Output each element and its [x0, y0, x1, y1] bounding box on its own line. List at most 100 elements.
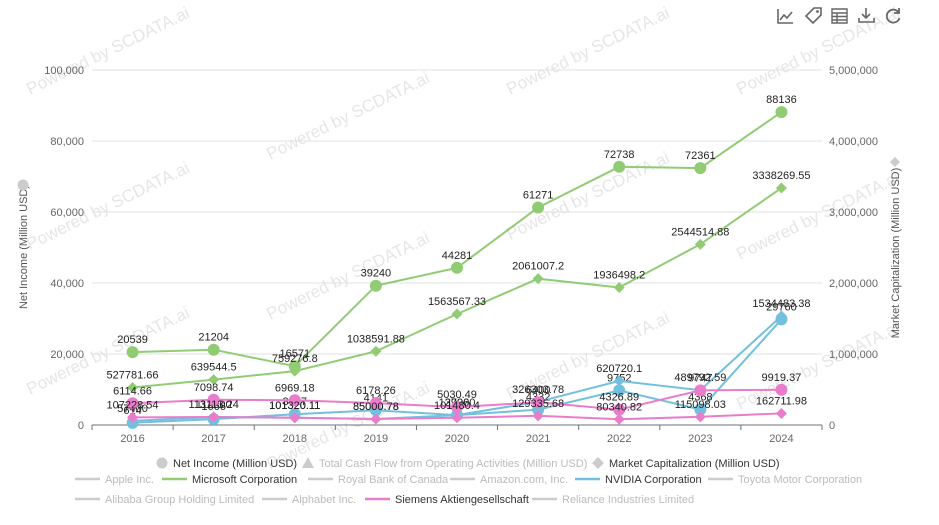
data-point[interactable] — [289, 412, 301, 424]
y-left-tick-label: 60,000 — [50, 207, 84, 219]
x-tick-label: 2016 — [120, 433, 144, 445]
data-point[interactable] — [369, 279, 382, 292]
legend-item-company[interactable]: Microsoft Corporation — [162, 474, 297, 486]
data-point[interactable] — [369, 397, 382, 410]
legend-item-company[interactable]: Siemens Aktiengesellschaft — [365, 494, 529, 506]
line-chart-icon[interactable] — [777, 9, 793, 24]
data-point[interactable] — [775, 182, 787, 194]
tag-icon[interactable] — [804, 7, 822, 25]
legend-label: Alphabet Inc. — [292, 494, 356, 506]
refresh-icon[interactable] — [885, 8, 901, 24]
data-point[interactable] — [126, 346, 139, 359]
data-point[interactable] — [694, 238, 706, 250]
data-label: 326303.78 — [512, 384, 564, 396]
data-label: 614 — [123, 405, 141, 417]
watermark-text: Powered by SCDATA.ai — [23, 3, 192, 98]
data-point[interactable] — [613, 384, 626, 397]
data-point[interactable] — [694, 403, 707, 416]
data-point[interactable] — [127, 411, 139, 423]
data-point[interactable] — [613, 413, 625, 425]
data-point[interactable] — [694, 162, 707, 175]
legend-item-company[interactable]: NVIDIA Corporation — [575, 474, 702, 486]
data-point[interactable] — [613, 160, 626, 173]
table-icon-path — [831, 8, 848, 24]
data-point[interactable] — [207, 393, 220, 406]
data-point[interactable] — [775, 106, 788, 119]
data-label: 1038591.88 — [347, 333, 405, 345]
data-label: 1666 — [201, 401, 225, 413]
legend-item-metric[interactable]: Market Capitalization (Million USD) — [592, 457, 780, 470]
data-point[interactable] — [613, 375, 625, 387]
y-right-tick-label: 0 — [829, 420, 835, 432]
data-point[interactable] — [775, 310, 787, 322]
data-point[interactable] — [532, 410, 544, 422]
data-label: 61271 — [523, 189, 554, 201]
y-left-axis-title: Net Income (Million USD) — [18, 185, 30, 309]
legend-item-company[interactable]: Toyota Motor Corporation — [708, 474, 862, 486]
data-point[interactable] — [532, 396, 545, 409]
legend-label: Microsoft Corporation — [192, 474, 297, 486]
tag-icon-path — [804, 7, 822, 25]
data-label: 80340.82 — [596, 401, 642, 413]
data-label: 39240 — [361, 268, 392, 280]
legend-item-company[interactable]: Alphabet Inc. — [262, 494, 356, 506]
legend-label: Apple Inc. — [105, 474, 154, 486]
data-label: 101320.11 — [269, 400, 320, 412]
data-point[interactable] — [613, 282, 625, 294]
data-point[interactable] — [775, 383, 788, 396]
data-label: 6114.66 — [113, 385, 152, 397]
data-label: 88136 — [766, 94, 797, 106]
data-point[interactable] — [208, 411, 220, 423]
data-point[interactable] — [370, 413, 382, 425]
download-icon[interactable] — [858, 8, 875, 23]
data-point[interactable] — [207, 343, 220, 356]
series-microsoft-diamond: 527781.66 639544.5 759276.8 1038591.88 15635… — [107, 170, 811, 394]
data-point[interactable] — [289, 365, 301, 377]
legend-item-metric[interactable]: Total Cash Flow from Operating Activitie… — [302, 457, 587, 470]
data-label: 639544.5 — [191, 362, 237, 374]
legend-label: Amazon.com, Inc. — [480, 474, 568, 486]
legend-label: Reliance Industries Limited — [562, 494, 694, 506]
download-icon-path — [858, 8, 875, 23]
y-right-tick-label: 1,000,000 — [829, 349, 878, 361]
data-label: 2061007.2 — [512, 261, 564, 273]
data-point[interactable] — [775, 407, 787, 419]
data-point[interactable] — [451, 412, 463, 424]
data-point[interactable] — [694, 411, 706, 423]
data-label: 1936498.2 — [593, 270, 645, 282]
data-label: 620720.1 — [596, 363, 642, 375]
data-point[interactable] — [208, 374, 220, 386]
y-right-tick-label: 5,000,000 — [829, 65, 878, 77]
data-point[interactable] — [451, 401, 463, 414]
data-label: 6400 — [526, 384, 550, 396]
data-point[interactable] — [532, 273, 544, 285]
series-siemens-circle: 6114.66 7098.74 6969.18 6178.26 5030.49 6400 4… — [113, 372, 801, 416]
legend-item-company[interactable]: Apple Inc. — [75, 474, 154, 486]
legend-item-company[interactable]: Amazon.com, Inc. — [450, 474, 568, 486]
legend-item-metric[interactable]: Net Income (Million USD) — [156, 457, 298, 471]
data-point[interactable] — [370, 345, 382, 357]
series-siemens-diamond: 107228.54 113113.24 101320.11 85000.78 10148… — [107, 395, 807, 425]
data-label: 4326.89 — [599, 392, 639, 404]
data-label: 101480.4 — [434, 400, 480, 412]
data-point[interactable] — [613, 403, 626, 416]
y-right-tick-label: 3,000,000 — [829, 207, 878, 219]
data-point[interactable] — [451, 308, 463, 320]
legend-label: Total Cash Flow from Operating Activitie… — [319, 458, 587, 470]
legend-item-company[interactable]: Reliance Industries Limited — [532, 494, 694, 506]
table-icon[interactable] — [831, 8, 848, 24]
y-left-tick-label: 20,000 — [50, 349, 84, 361]
legend-label: Net Income (Million USD) — [173, 458, 297, 470]
legend-item-company[interactable]: Alibaba Group Holding Limited — [75, 494, 254, 506]
legend-item-company[interactable]: Royal Bank of Canada — [308, 474, 449, 486]
data-point[interactable] — [532, 201, 545, 214]
x-tick-label: 2019 — [364, 433, 388, 445]
data-point[interactable] — [126, 397, 139, 410]
data-label: 72738 — [604, 149, 635, 161]
data-point[interactable] — [127, 382, 139, 394]
data-point[interactable] — [451, 261, 463, 274]
data-point[interactable] — [288, 394, 301, 407]
data-point[interactable] — [694, 384, 707, 397]
x-tick-label: 2024 — [769, 433, 793, 445]
legend-label: Royal Bank of Canada — [338, 474, 449, 486]
